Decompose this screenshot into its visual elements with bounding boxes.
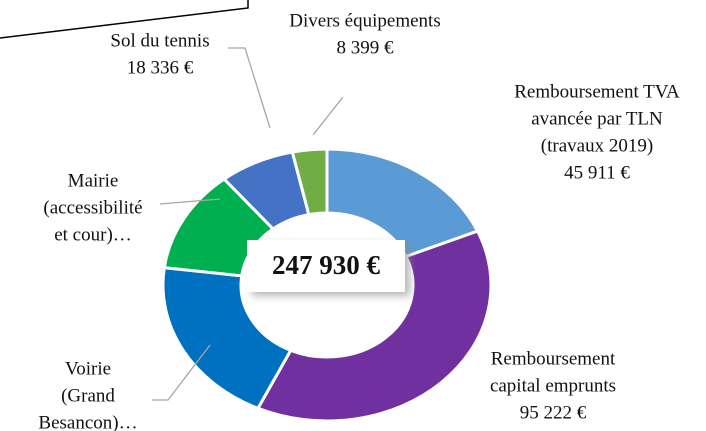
category-label: Voirie [65,358,111,379]
category-label: Besancon)… [38,412,137,431]
slice [255,229,493,423]
category-label: et cour)… [54,224,132,245]
category-label: (accessibilité [43,197,142,218]
leader-line [312,96,344,136]
category-label: Mairie [68,170,119,191]
labels: Remboursement TVA avancée par TLN (travaux… [38,10,680,431]
value-label: 8 399 € [337,37,395,58]
category-label: avancée par TLN [531,108,663,129]
category-label: Divers équipements [289,10,440,31]
leader-line [159,198,221,205]
donut [161,147,493,423]
category-label: Remboursement [491,348,616,369]
frame-edge [0,0,249,39]
slice [161,266,293,411]
value-label: 18 336 € [127,57,194,78]
category-label: Sol du tennis [110,30,209,51]
value-label: 95 222 € [520,402,587,423]
slice [325,147,480,259]
leader-line [228,47,271,129]
total-box [247,240,405,292]
slice [290,147,329,217]
category-label: Remboursement TVA [514,81,680,102]
value-label: 45 911 € [564,162,630,183]
leader-line [152,344,211,401]
total-label: 247 930 € [272,250,381,280]
category-label: (travaux 2019) [541,135,653,156]
category-label: capital emprunts [490,375,616,396]
category-label: (Grand [61,385,115,406]
